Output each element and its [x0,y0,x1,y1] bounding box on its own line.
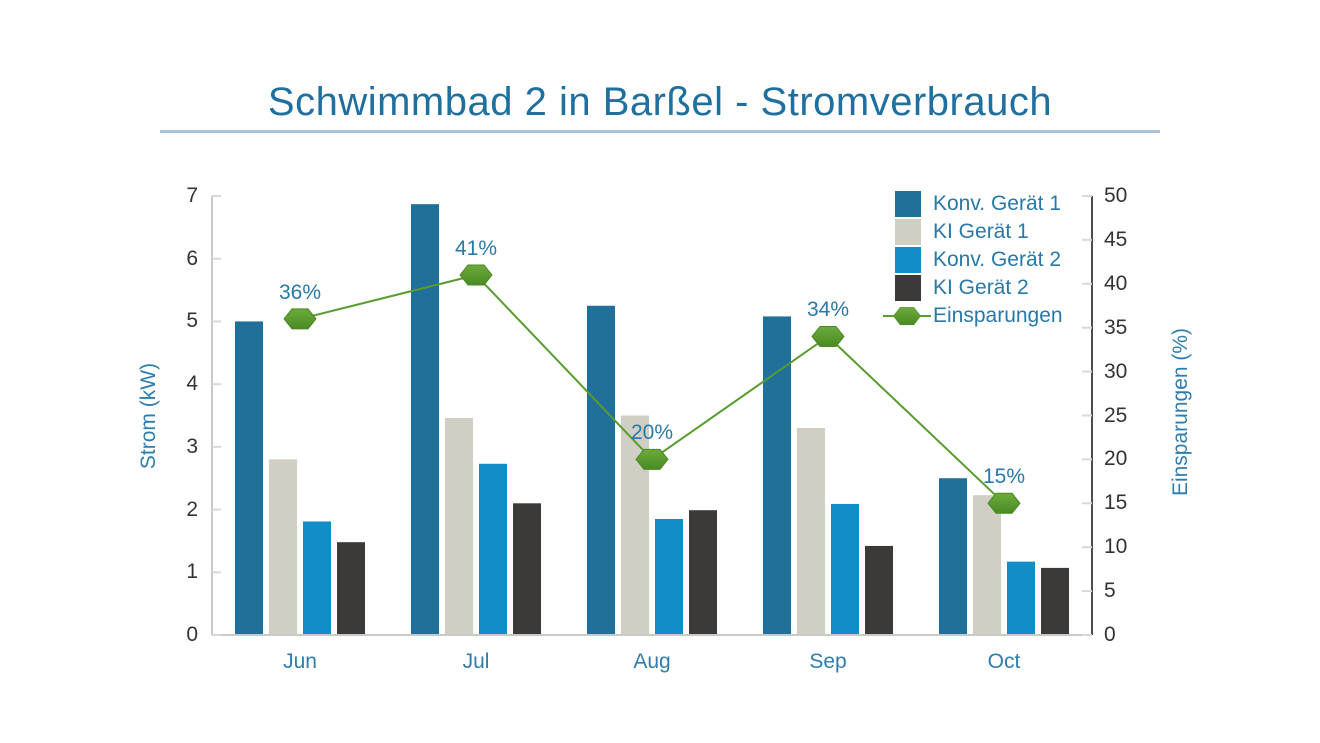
legend-label: Konv. Gerät 1 [933,192,1062,215]
left-tick-4: 4 [186,372,198,396]
line-marker-jul [459,264,493,286]
legend-swatch-icon [883,247,931,273]
bar-konv-ger-t-2-sep [831,503,859,635]
legend-label: KI Gerät 1 [933,220,1029,243]
bar-ki-ger-t-2-sep [865,545,893,635]
right-tick-25: 25 [1104,403,1128,427]
left-tick-0: 0 [186,623,198,646]
right-tick-35: 35 [1104,315,1128,339]
x-label-oct: Oct [987,650,1021,673]
legend-item-einsparungen: Einsparungen [883,302,1063,330]
legend-item-ki-ger-t-2: KI Gerät 2 [883,274,1063,302]
right-tick-30: 30 [1104,359,1128,383]
point-label-aug: 20% [630,421,674,445]
legend: Konv. Gerät 1 KI Gerät 1 Konv. Gerät 2 KI G… [883,190,1063,330]
legend-line-marker-icon [883,306,931,326]
bar-ki-ger-t-2-oct [1041,567,1069,635]
x-label-jun: Jun [283,650,317,673]
legend-color-swatch [895,219,921,245]
point-label-jul: 41% [454,237,498,261]
bar-konv-ger-t-1-oct [939,478,967,635]
chart-title: Schwimmbad 2 in Barßel - Stromverbrauch [267,80,1053,124]
bar-ki-ger-t-1-sep [797,428,825,635]
legend-item-konv-ger-t-1: Konv. Gerät 1 [883,190,1063,218]
hexagon-marker-icon [883,306,931,326]
bar-ki-ger-t-2-aug [689,510,717,635]
line-marker-jun [283,308,317,330]
bar-ki-ger-t-2-jul [513,503,541,635]
title-divider [160,130,1160,133]
bar-konv-ger-t-1-jun [235,321,263,635]
bar-konv-ger-t-1-aug [587,305,615,635]
right-tick-10: 10 [1104,535,1128,559]
legend-swatch-icon [883,219,931,245]
legend-item-ki-ger-t-1: KI Gerät 1 [883,218,1063,246]
point-label-sep: 34% [806,298,850,322]
bar-konv-ger-t-2-aug [655,518,683,635]
line-marker-oct [987,492,1021,514]
legend-label: Konv. Gerät 2 [933,248,1062,271]
right-tick-0: 0 [1104,623,1116,646]
bar-ki-ger-t-1-aug [621,415,649,635]
legend-label: Einsparungen [933,304,1063,327]
right-tick-15: 15 [1104,491,1128,515]
bar-konv-ger-t-2-jul [479,463,507,635]
legend-swatch-icon [883,191,931,217]
bar-konv-ger-t-1-jul [411,204,439,635]
bar-ki-ger-t-2-jun [337,542,365,635]
bar-konv-ger-t-1-sep [763,316,791,635]
bar-konv-ger-t-2-oct [1007,561,1035,635]
bar-ki-ger-t-1-oct [973,495,1001,635]
legend-swatch-icon [883,275,931,301]
legend-color-swatch [895,191,921,217]
legend-color-swatch [895,275,921,301]
left-tick-2: 2 [186,497,198,521]
legend-color-swatch [895,247,921,273]
left-tick-7: 7 [186,184,198,207]
left-tick-6: 6 [186,246,198,270]
line-marker-sep [811,325,845,347]
bar-konv-ger-t-2-jun [303,521,331,635]
legend-item-konv-ger-t-2: Konv. Gerät 2 [883,246,1063,274]
x-label-jul: Jul [462,650,490,673]
right-tick-50: 50 [1104,184,1128,207]
x-label-sep: Sep [809,650,847,673]
point-label-oct: 15% [982,465,1026,489]
left-tick-1: 1 [186,560,198,584]
right-tick-20: 20 [1104,447,1128,471]
line-marker-aug [635,448,669,470]
right-tick-5: 5 [1104,579,1116,603]
x-label-aug: Aug [633,650,671,673]
right-tick-45: 45 [1104,227,1128,251]
bar-ki-ger-t-1-jul [445,418,473,635]
bar-ki-ger-t-1-jun [269,459,297,635]
right-tick-40: 40 [1104,271,1128,295]
point-label-jun: 36% [278,280,322,304]
legend-label: KI Gerät 2 [933,276,1029,299]
left-tick-5: 5 [186,309,198,333]
left-tick-3: 3 [186,434,198,458]
